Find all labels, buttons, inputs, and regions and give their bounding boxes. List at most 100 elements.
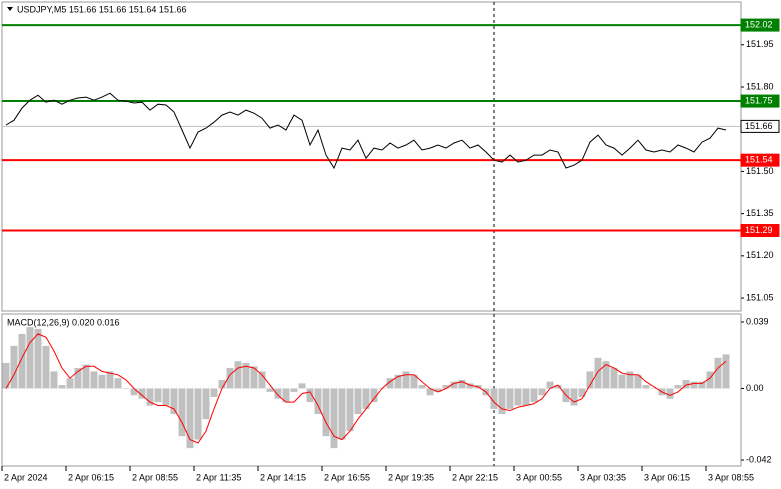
histogram-bar: [242, 362, 250, 389]
histogram-bar: [402, 371, 410, 389]
level-label: 152.02: [745, 19, 773, 29]
y-tick-label: 151.05: [746, 292, 774, 302]
x-tick-label: 2 Apr 2024: [4, 472, 48, 482]
histogram-bar: [26, 327, 34, 389]
x-tick-label: 2 Apr 16:55: [324, 472, 370, 482]
price-line: [5, 92, 727, 170]
histogram-bar: [106, 371, 114, 389]
histogram-bar: [618, 374, 626, 389]
histogram-bar: [170, 388, 178, 415]
histogram-bar: [722, 354, 730, 389]
histogram-bar: [10, 345, 18, 389]
histogram-bar: [594, 357, 602, 389]
histogram-bar: [74, 368, 82, 389]
histogram-bar: [522, 388, 530, 406]
histogram-bar: [18, 333, 26, 389]
x-tick-label: 2 Apr 22:15: [452, 472, 498, 482]
histogram-bar: [370, 388, 378, 403]
histogram-bar: [530, 388, 538, 403]
histogram-bar: [258, 371, 266, 389]
histogram-bar: [282, 388, 290, 403]
histogram-bar: [650, 388, 658, 389]
histogram-bar: [554, 385, 562, 389]
level-label: 151.29: [745, 225, 773, 235]
histogram-bar: [322, 388, 330, 437]
macd-title: MACD(12,26,9) 0.020 0.016: [7, 317, 120, 327]
histogram-bar: [602, 361, 610, 389]
histogram-bar: [586, 371, 594, 389]
histogram-bar: [82, 364, 90, 389]
histogram-bar: [98, 374, 106, 389]
histogram-bar: [682, 379, 690, 389]
x-tick-label: 3 Apr 03:35: [580, 472, 626, 482]
histogram-bar: [250, 366, 258, 389]
level-label: 151.54: [745, 155, 773, 165]
histogram-bar: [450, 381, 458, 389]
histogram-bar: [674, 385, 682, 389]
macd-panel: [1, 313, 742, 467]
histogram-bar: [458, 379, 466, 389]
x-tick-label: 2 Apr 14:15: [260, 472, 306, 482]
histogram-bar: [34, 328, 42, 389]
histogram-bar: [234, 361, 242, 389]
histogram-bar: [314, 388, 322, 415]
histogram-bar: [154, 388, 162, 403]
histogram-bar: [426, 388, 434, 396]
histogram-bar: [58, 385, 66, 389]
y-tick-label: 0.00: [746, 383, 764, 393]
histogram-bar: [346, 388, 354, 432]
histogram-bar: [714, 357, 722, 389]
histogram-bar: [538, 388, 546, 396]
histogram-bar: [514, 388, 522, 406]
histogram-bar: [490, 388, 498, 409]
histogram-bar: [690, 381, 698, 389]
x-tick-label: 2 Apr 08:55: [132, 472, 178, 482]
histogram-bar: [666, 388, 674, 399]
histogram-bar: [434, 388, 442, 392]
y-tick-label: 151.35: [746, 208, 774, 218]
histogram-bar: [266, 388, 274, 392]
histogram-bar: [338, 388, 346, 440]
histogram-bar: [546, 381, 554, 389]
histogram-bar: [146, 388, 154, 406]
histogram-bar: [506, 388, 514, 409]
histogram-bar: [466, 383, 474, 389]
menu-arrow[interactable]: [7, 7, 13, 11]
histogram-bar: [218, 379, 226, 389]
histogram-bar: [634, 374, 642, 389]
histogram-bar: [610, 368, 618, 389]
histogram-bar: [274, 388, 282, 399]
y-tick-label: 0.039: [746, 316, 769, 326]
histogram-bar: [394, 374, 402, 389]
y-tick-label: -0.042: [746, 454, 772, 464]
price-title: USDJPY,M5 151.66 151.66 151.64 151.66: [17, 4, 186, 14]
histogram-bar: [410, 374, 418, 389]
histogram-bar: [122, 388, 130, 389]
histogram-bar: [570, 388, 578, 406]
histogram-bar: [442, 385, 450, 389]
y-tick-label: 151.50: [746, 166, 774, 176]
signal-line: [5, 333, 727, 444]
histogram-bar: [626, 371, 634, 389]
histogram-bar: [194, 388, 202, 440]
level-label: 151.75: [745, 95, 773, 105]
histogram-bar: [178, 388, 186, 437]
x-tick-label: 3 Apr 08:55: [708, 472, 754, 482]
histogram-bar: [114, 378, 122, 389]
x-tick-label: 3 Apr 00:55: [516, 472, 562, 482]
histogram-bar: [354, 388, 362, 415]
histogram-bar: [138, 388, 146, 399]
histogram-bar: [698, 381, 706, 389]
histogram-bar: [706, 371, 714, 389]
histogram-bar: [186, 388, 194, 449]
histogram-bar: [306, 388, 314, 403]
level-label-box: [740, 153, 780, 167]
histogram-bar: [50, 371, 58, 389]
x-tick-label: 3 Apr 06:15: [644, 472, 690, 482]
histogram-bar: [298, 383, 306, 389]
histogram-bar: [642, 385, 650, 389]
level-label-box: [740, 119, 780, 133]
y-tick-label: 151.95: [746, 39, 774, 49]
